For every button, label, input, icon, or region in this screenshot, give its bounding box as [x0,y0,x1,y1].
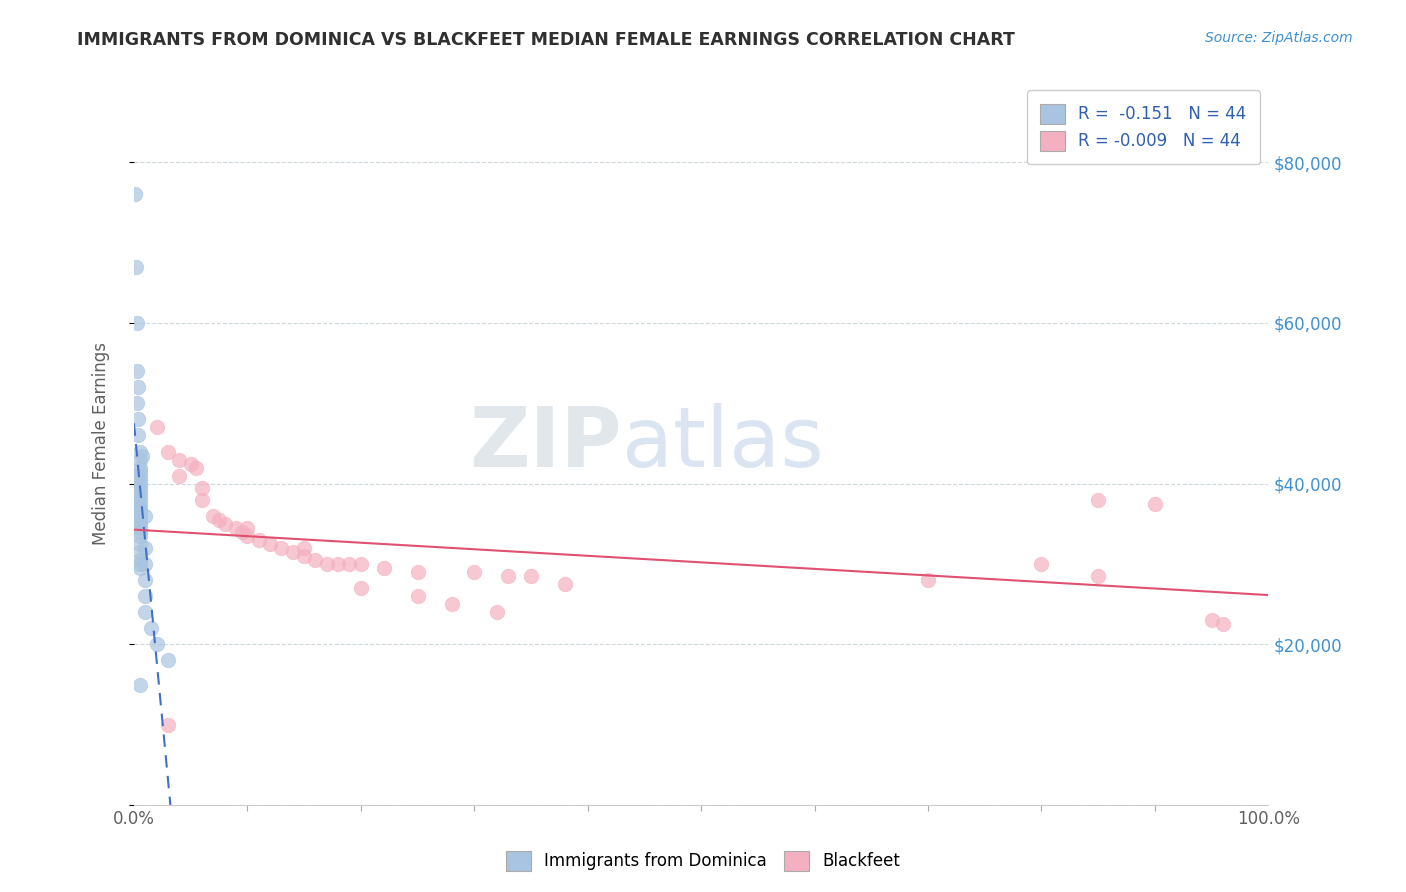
Point [134,589,156,603]
Point [156,717,179,731]
Point [1031,557,1053,571]
Point [169,452,191,467]
Point [128,500,150,515]
Point [1201,613,1223,627]
Point [1087,492,1109,507]
Point [315,557,337,571]
Point [202,508,225,523]
Point [236,521,259,535]
Point [259,537,281,551]
Point [236,529,259,543]
Point [214,516,236,531]
Point [208,513,231,527]
Point [917,573,939,587]
Point [128,473,150,487]
Point [485,605,508,619]
Point [134,605,156,619]
Point [350,581,373,595]
Point [127,364,149,378]
Point [463,565,485,579]
Text: ZIP: ZIP [470,403,621,484]
Point [128,545,150,559]
Point [128,561,150,575]
Point [247,533,270,547]
Point [156,444,179,458]
Point [128,476,150,491]
Point [128,460,150,475]
Point [373,561,395,575]
Text: IMMIGRANTS FROM DOMINICA VS BLACKFEET MEDIAN FEMALE EARNINGS CORRELATION CHART: IMMIGRANTS FROM DOMINICA VS BLACKFEET ME… [77,31,1015,49]
Point [127,428,149,442]
Point [406,565,429,579]
Point [128,524,150,539]
Point [127,316,149,330]
Point [128,468,150,483]
Point [191,492,214,507]
Point [292,541,315,555]
Point [128,452,150,467]
Point [1087,569,1109,583]
Point [128,465,150,479]
Point [1143,497,1166,511]
Point [128,529,150,543]
Point [131,449,153,463]
Point [169,468,191,483]
Point [281,545,304,559]
Point [128,497,150,511]
Point [134,541,156,555]
Point [520,569,543,583]
Point [350,557,373,571]
Point [128,481,150,495]
Point [292,549,315,563]
Point [440,597,463,611]
Point [191,481,214,495]
Point [326,557,349,571]
Point [145,637,167,651]
Point [128,553,150,567]
Point [231,524,253,539]
Legend: R =  -0.151   N = 44, R = -0.009   N = 44: R = -0.151 N = 44, R = -0.009 N = 44 [1026,90,1260,164]
Point [554,577,576,591]
Point [270,541,292,555]
Point [139,621,162,635]
Point [225,521,247,535]
Point [186,460,208,475]
Point [134,508,156,523]
Legend: Immigrants from Dominica, Blackfeet: Immigrants from Dominica, Blackfeet [498,842,908,880]
Point [128,508,150,523]
Point [1212,617,1234,632]
Point [156,653,179,667]
Point [128,677,150,691]
Point [127,380,149,394]
Point [128,484,150,499]
Point [128,521,150,535]
Point [145,420,167,434]
Point [128,492,150,507]
Point [124,187,146,202]
Point [128,516,150,531]
Point [128,513,150,527]
Point [498,569,520,583]
Point [128,537,150,551]
Point [128,444,150,458]
Point [134,557,156,571]
Point [339,557,361,571]
Text: Source: ZipAtlas.com: Source: ZipAtlas.com [1205,31,1353,45]
Point [128,489,150,503]
Point [304,553,326,567]
Point [128,505,150,519]
Point [406,589,429,603]
Point [128,557,150,571]
Point [134,573,156,587]
Point [180,457,202,471]
Point [127,396,149,410]
Point [125,260,148,274]
Y-axis label: Median Female Earnings: Median Female Earnings [93,342,110,545]
Point [127,412,149,426]
Text: atlas: atlas [621,403,824,484]
